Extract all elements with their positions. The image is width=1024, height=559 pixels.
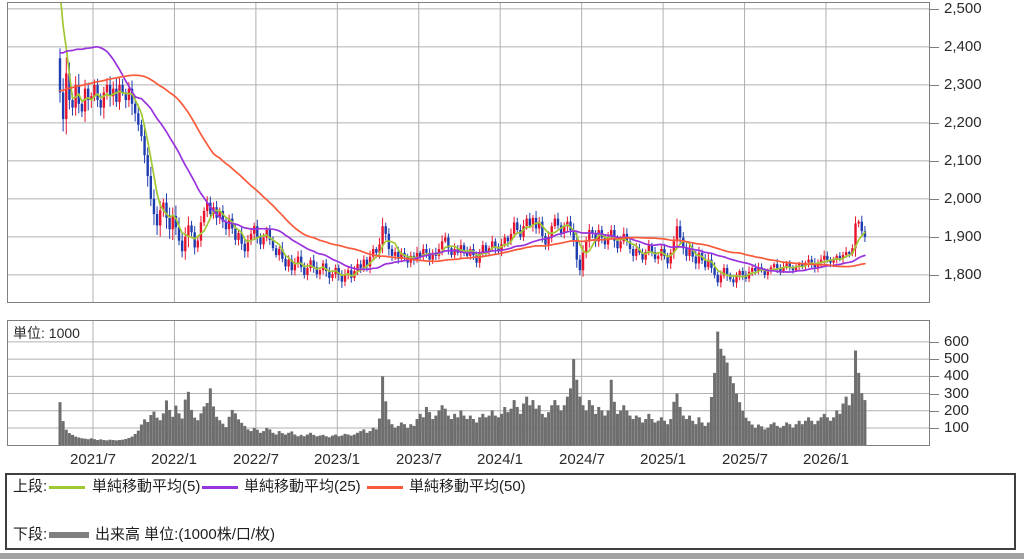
volume-bar-swatch — [49, 532, 89, 538]
x-axis-label: 2023/1 — [314, 451, 360, 468]
volume-tick-label: 200 — [944, 402, 970, 419]
volume-chart-svg — [7, 320, 930, 446]
price-tick-label: 2,400 — [944, 38, 982, 55]
x-axis-label: 2025/7 — [722, 451, 768, 468]
volume-tick-label: 100 — [944, 419, 970, 436]
price-tick-label: 2,500 — [944, 0, 982, 17]
price-tick-mark — [930, 123, 939, 124]
sma50-line-swatch — [367, 486, 403, 489]
volume-tick-label: 500 — [944, 350, 970, 367]
volume-tick-label: 300 — [944, 385, 970, 402]
x-axis-label: 2026/1 — [803, 451, 849, 468]
price-tick-mark — [930, 9, 939, 10]
x-axis-label: 2022/7 — [233, 451, 279, 468]
price-tick-mark — [930, 237, 939, 238]
price-tick-mark — [930, 161, 939, 162]
volume-tick-label: 400 — [944, 367, 970, 384]
x-axis-label: 2024/1 — [477, 451, 523, 468]
x-axis-label: 2025/1 — [640, 451, 686, 468]
legend-box: 上段: 単純移動平均(5) 単純移動平均(25) 単純移動平均(50) 下段: … — [5, 473, 1016, 550]
sma25-line-swatch — [202, 486, 238, 489]
volume-tick-mark — [930, 394, 939, 395]
price-tick-label: 2,200 — [944, 114, 982, 131]
price-tick-label: 2,000 — [944, 190, 982, 207]
volume-tick-mark — [930, 359, 939, 360]
price-tick-label: 2,100 — [944, 152, 982, 169]
legend-sma50-label: 単純移動平均(50) — [409, 478, 526, 495]
volume-tick-mark — [930, 342, 939, 343]
legend-sma25-label: 単純移動平均(25) — [244, 478, 361, 495]
x-axis-label: 2022/1 — [151, 451, 197, 468]
volume-tick-mark — [930, 411, 939, 412]
volume-tick-mark — [930, 376, 939, 377]
price-chart-svg — [7, 2, 930, 303]
price-tick-label: 1,900 — [944, 228, 982, 245]
sma5-line-swatch — [49, 486, 85, 489]
price-tick-mark — [930, 199, 939, 200]
legend-upper-label: 上段: — [13, 478, 48, 495]
price-tick-mark — [930, 47, 939, 48]
price-tick-label: 1,800 — [944, 266, 982, 283]
price-chart-panel — [7, 2, 930, 303]
x-axis-label: 2021/7 — [70, 451, 116, 468]
price-tick-label: 2,300 — [944, 76, 982, 93]
price-tick-mark — [930, 275, 939, 276]
window-bottom-strip — [0, 553, 1024, 559]
legend-sma5-label: 単純移動平均(5) — [92, 478, 201, 495]
legend-lower-label: 下段: — [13, 526, 48, 543]
volume-tick-mark — [930, 428, 939, 429]
volume-unit-label: 単位: 1000 — [13, 325, 80, 341]
volume-chart-panel — [7, 320, 930, 446]
x-axis-label: 2024/7 — [559, 451, 605, 468]
legend-volume-label: 出来高 単位:(1000株/口/枚) — [95, 526, 276, 543]
x-axis-label: 2023/7 — [396, 451, 442, 468]
price-tick-mark — [930, 85, 939, 86]
volume-tick-label: 600 — [944, 333, 970, 350]
